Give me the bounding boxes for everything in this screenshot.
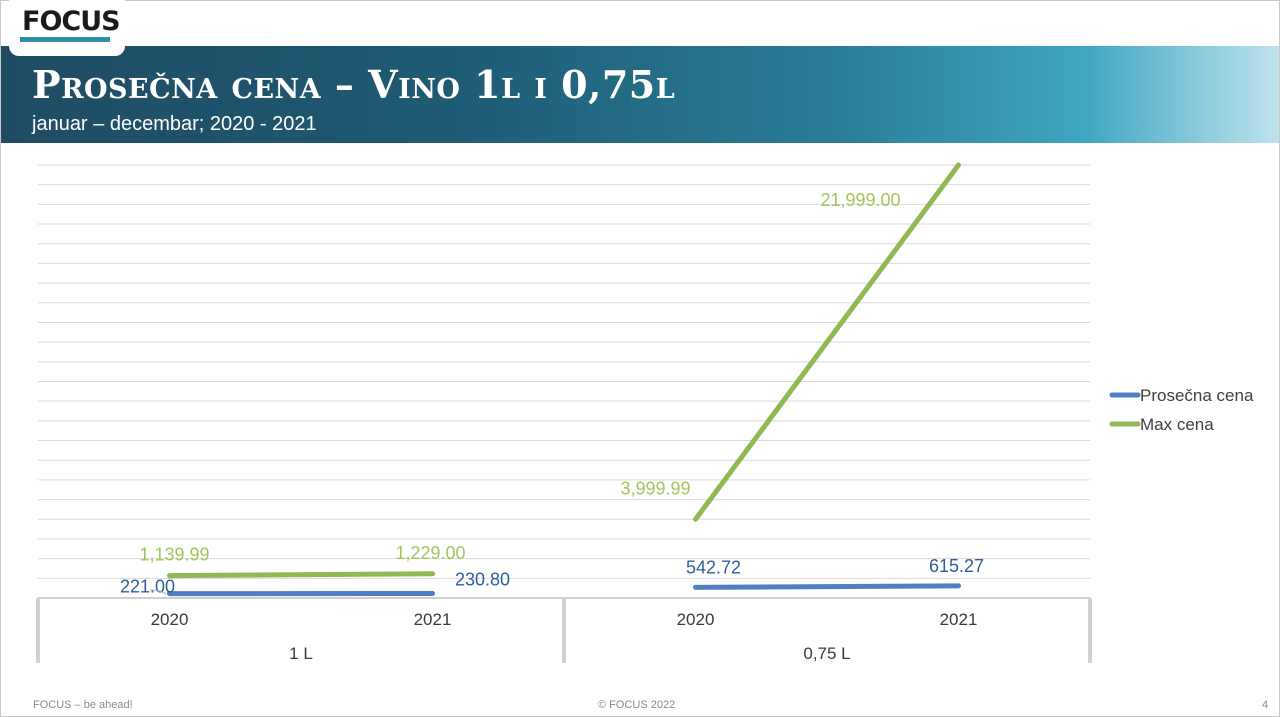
x-tick-label: 2021 [940,610,978,629]
footer-tagline: FOCUS – be ahead! [33,699,133,711]
x-tick-label: 2020 [677,610,715,629]
data-label: 542.72 [686,557,741,577]
header-banner [1,46,1279,143]
data-label: 3,999.99 [620,478,690,498]
data-label: 615.27 [929,556,984,576]
slide-title: Prosečna cena – Vino 1l i 0,75l [32,62,676,107]
slide-subtitle: januar – decembar; 2020 - 2021 [32,113,317,135]
x-group-label: 0,75 L [803,644,850,663]
focus-logo: FOCUS [22,6,121,37]
page-number: 4 [1262,699,1269,711]
logo-underline [20,37,110,42]
footer-copyright: © FOCUS 2022 [598,699,676,711]
series-line [693,162,961,522]
data-label: 1,229.00 [395,543,465,563]
logo-tab [9,0,125,56]
x-tick-label: 2020 [151,610,189,629]
x-tick-label: 2021 [414,610,452,629]
data-label: 230.80 [455,569,510,589]
label-leader-line [149,589,167,595]
series-line [167,571,435,579]
series-line [693,583,961,590]
data-label: 21,999.00 [820,190,900,210]
x-group-label: 1 L [289,644,313,663]
data-label: 221.00 [120,577,175,597]
data-label: 1,139.99 [139,545,209,565]
legend-label: Max cena [1140,415,1214,434]
legend-label: Prosečna cena [1140,386,1254,405]
